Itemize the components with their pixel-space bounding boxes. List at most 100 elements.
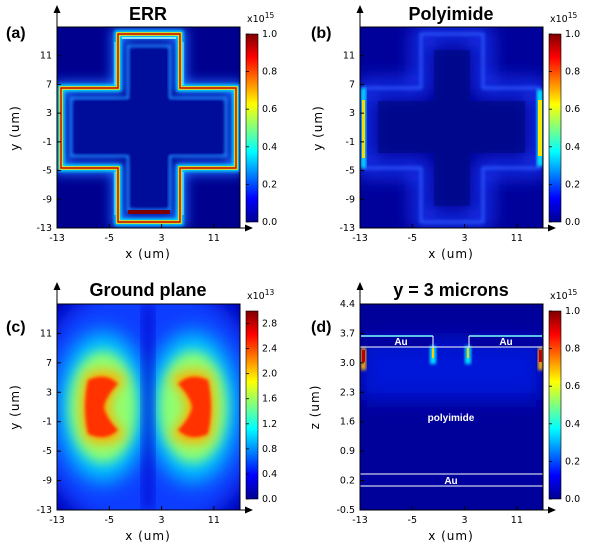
- y-tick-label: 3: [349, 108, 355, 119]
- x-tick-label: 3: [462, 233, 468, 244]
- y-axis-label-d: z (um): [308, 385, 322, 430]
- y-axis-label-b: y (um): [311, 105, 325, 151]
- y-axis-label-a: y (um): [8, 105, 22, 151]
- y-tick-label: -5: [346, 166, 355, 177]
- annotation-au-ground: Au: [444, 476, 457, 487]
- y-tick-label: 0.2: [340, 476, 355, 487]
- colorbar-tick-label: 0.6: [565, 381, 580, 392]
- x-axis-label-c: x (um): [125, 529, 171, 543]
- y-tick-label: 3: [46, 387, 52, 398]
- y-tick-label: 7: [349, 79, 355, 90]
- colorbar-tick-label: 0.6: [565, 104, 580, 115]
- colorbar-tick-label: 0.2: [565, 179, 580, 190]
- y-tick-label: -1: [43, 417, 52, 428]
- colorbar-tick-label: 0.8: [262, 67, 277, 78]
- colorbar-tick-label: 0.0: [262, 494, 277, 505]
- colorbar-a: 1.0 0.8 0.6 0.4 0.2 0.0 x1015: [245, 11, 277, 228]
- y-tick-label: -9: [43, 476, 52, 487]
- colorbar-tick-label: 0.6: [262, 104, 277, 115]
- colorbar-tick-label: 0.4: [565, 419, 580, 430]
- x-axis-label-b: x (um): [428, 247, 474, 261]
- y-tick-label: 11: [40, 51, 52, 62]
- x-tick-label: 3: [159, 515, 165, 526]
- colorbar-tick-label: 2.0: [262, 369, 277, 380]
- panel-label-b: (b): [311, 25, 331, 42]
- colorbar-tick-label: 0.4: [262, 469, 277, 480]
- y-tick-label: 3.0: [340, 358, 355, 369]
- x-tick-label: -13: [49, 515, 65, 526]
- y-tick-label: 1.6: [340, 417, 355, 428]
- colorbar-tick-label: 0.8: [565, 344, 580, 355]
- panel-c-title: Ground plane: [90, 280, 207, 300]
- y-tick-label: -13: [36, 505, 52, 516]
- colorbar-tick-label: 0.4: [565, 142, 580, 153]
- y-tick-label: 0.9: [340, 446, 355, 457]
- y-tick-label: 7: [46, 358, 52, 369]
- y-tick-label: 4.4: [340, 299, 355, 310]
- y-tick-label: 11: [343, 51, 355, 62]
- x-tick-label: 3: [462, 515, 468, 526]
- x-tick-label: 3: [159, 233, 165, 244]
- x-axis-label-a: x (um): [125, 247, 171, 261]
- y-tick-label: 2.3: [340, 387, 355, 398]
- colorbar-tick-label: 0.8: [565, 67, 580, 78]
- y-tick-label: 3.7: [340, 328, 355, 339]
- panel-label-d: (d): [311, 319, 331, 336]
- panel-b-title: Polyimide: [408, 4, 493, 24]
- x-ticks-a: -13 -5 3 11: [49, 224, 220, 244]
- colorbar-tick-label: 0.4: [262, 142, 277, 153]
- x-ticks-d: -13 -5 3 11: [352, 506, 523, 526]
- y-tick-label: -13: [339, 223, 355, 234]
- x-tick-label: -5: [408, 515, 417, 526]
- x-tick-label: 11: [208, 233, 220, 244]
- y-tick-label: 7: [46, 79, 52, 90]
- y-tick-label: -1: [346, 137, 355, 148]
- y-tick-label: -1: [43, 137, 52, 148]
- colorbar-tick-label: 1.0: [565, 306, 580, 317]
- colorbar-tick-label: 2.4: [262, 344, 277, 355]
- colorbar-tick-label: 0.0: [262, 217, 277, 228]
- colorbar-d: 1.0 0.8 0.6 0.4 0.2 0.0 x1015: [548, 288, 580, 505]
- panel-a: (a) ERR 11 7 3 -1 -5 -9 -13 -13 -5 3 11 x (um): [6, 4, 277, 261]
- colorbar-exponent-a: x1015: [247, 11, 274, 25]
- colorbar-exponent-c: x1013: [247, 288, 274, 302]
- x-tick-label: -5: [105, 515, 114, 526]
- colorbar-tick-label: 1.6: [262, 394, 277, 405]
- y-tick-label: -9: [346, 194, 355, 205]
- heatmap-c: [57, 304, 240, 510]
- y-ticks-c: 11 7 3 -1 -5 -9 -13: [36, 328, 61, 516]
- panel-d: (d) y = 3 microns Au Au polyimide: [308, 280, 580, 543]
- panel-a-title: ERR: [129, 4, 167, 24]
- colorbar-exponent-b: x1015: [550, 11, 577, 25]
- y-tick-label: -13: [36, 223, 52, 234]
- colorbar-tick-label: 0.8: [262, 444, 277, 455]
- y-tick-label: -9: [43, 194, 52, 205]
- colorbar-c: 2.8 2.4 2.0 1.6 1.2 0.8 0.4 0.0 x1013: [245, 288, 277, 505]
- heatmap-a: [57, 27, 240, 228]
- heatmap-b: [360, 27, 543, 228]
- y-tick-label: 3: [46, 108, 52, 119]
- x-tick-label: -13: [352, 233, 368, 244]
- y-tick-label: 11: [40, 328, 52, 339]
- x-ticks-c: -13 -5 3 11: [49, 506, 220, 526]
- heatmap-d: [360, 304, 543, 510]
- colorbar-tick-label: 2.8: [262, 319, 277, 330]
- x-axis-label-d: x (um): [428, 529, 474, 543]
- annotation-au-left: Au: [394, 337, 407, 348]
- panel-label-a: (a): [6, 25, 26, 42]
- colorbar-tick-label: 0.2: [262, 179, 277, 190]
- x-tick-label: 11: [511, 515, 523, 526]
- colorbar-tick-label: 0.0: [565, 494, 580, 505]
- x-tick-label: 11: [208, 515, 220, 526]
- x-tick-label: -5: [408, 233, 417, 244]
- x-tick-label: -5: [105, 233, 114, 244]
- colorbar-tick-label: 0.0: [565, 217, 580, 228]
- x-tick-label: -13: [49, 233, 65, 244]
- y-ticks-a: 11 7 3 -1 -5 -9 -13: [36, 51, 61, 234]
- panel-label-c: (c): [6, 319, 26, 336]
- x-ticks-b: -13 -5 3 11: [352, 224, 523, 244]
- panel-b: (b) Polyimide 11 7 3 -1 -5 -9 -13 -13 -5 3 11 x (…: [311, 4, 580, 261]
- y-tick-label: -5: [43, 446, 52, 457]
